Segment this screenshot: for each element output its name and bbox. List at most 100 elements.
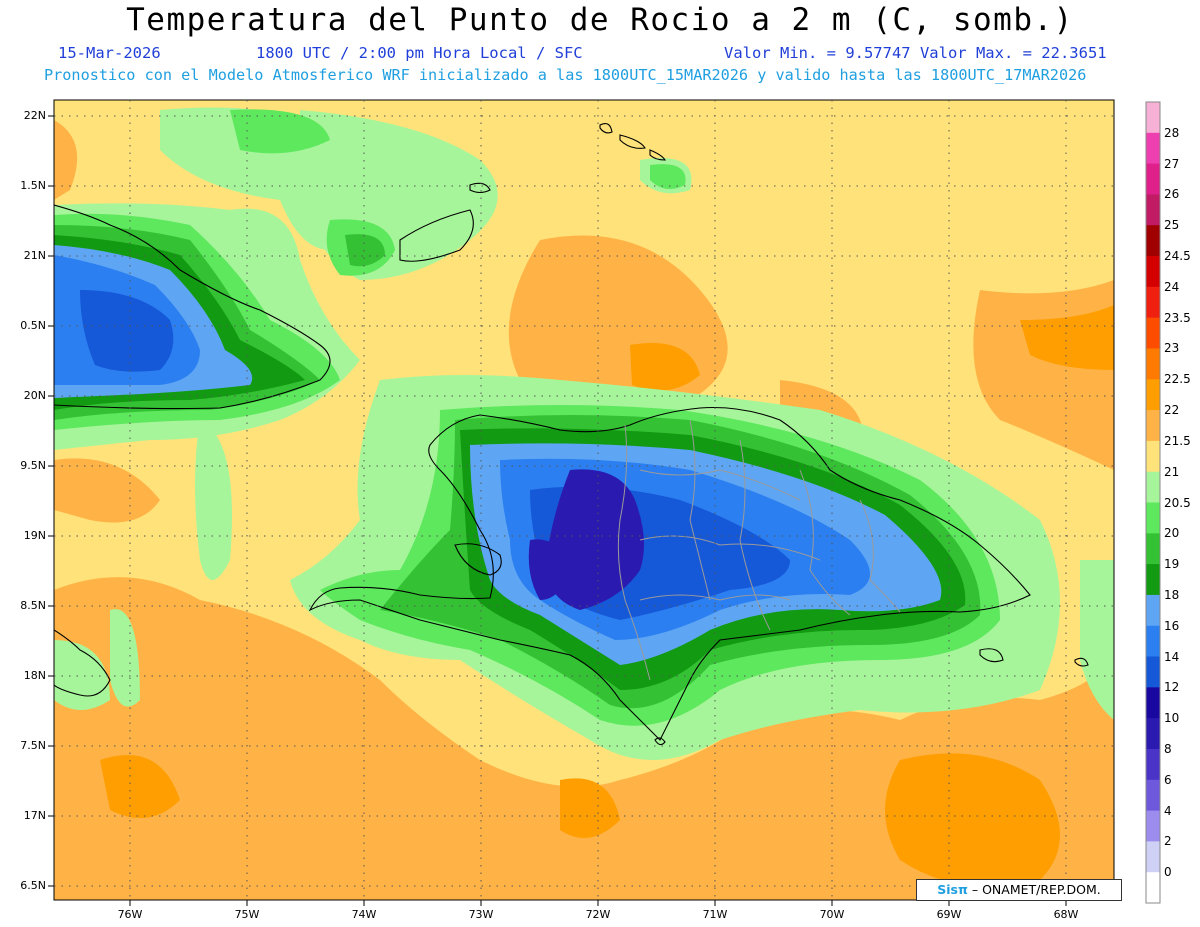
dark-orange-zones — [100, 305, 1114, 887]
lat-label: 6.5N — [20, 879, 46, 892]
legend-swatch — [1146, 625, 1160, 658]
legend-value: 14 — [1164, 649, 1180, 664]
lon-label: 73W — [468, 908, 494, 921]
orange-zone-4 — [54, 458, 160, 523]
dark-orange-zone-4 — [100, 755, 180, 818]
legend-swatch — [1146, 410, 1160, 442]
lat-label: 9.5N — [20, 459, 46, 472]
legend-value: 4 — [1164, 803, 1172, 818]
legend-swatch — [1146, 748, 1160, 781]
legend-value: 25 — [1164, 218, 1180, 233]
legend-swatch — [1146, 256, 1160, 288]
light-green-zone-4 — [195, 420, 232, 580]
legend-value: 27 — [1164, 156, 1180, 171]
legend-swatch — [1146, 533, 1160, 565]
lon-label: 68W — [1053, 908, 1079, 921]
legend-swatch — [1146, 471, 1160, 503]
lat-label: 8.5N — [20, 599, 46, 612]
legend-frame — [1145, 101, 1161, 904]
lat-label: 0.5N — [20, 319, 46, 332]
legend-swatch — [1146, 779, 1160, 812]
legend-value: 6 — [1164, 772, 1172, 787]
dark-orange-zone-2 — [885, 753, 1060, 887]
legend-value: 26 — [1164, 187, 1180, 202]
legend-value: 10 — [1164, 711, 1180, 726]
navy-zone-0 — [545, 469, 644, 610]
legend-value: 22.5 — [1164, 372, 1191, 387]
legend-swatch — [1146, 872, 1160, 904]
legend-swatch — [1146, 163, 1160, 195]
legend-swatch — [1146, 194, 1160, 226]
forecast-note: Pronostico con el Modelo Atmosferico WRF… — [44, 66, 1087, 84]
legend-swatch — [1146, 379, 1160, 411]
legend-swatch — [1146, 810, 1160, 842]
legend-value: 20.5 — [1164, 495, 1191, 510]
lon-label: 69W — [936, 908, 962, 921]
light-green-zone-6 — [1080, 560, 1114, 720]
lon-label: 75W — [234, 908, 260, 921]
mid-green-zone-1 — [345, 234, 385, 267]
legend-value: 23.5 — [1164, 310, 1191, 325]
lat-label: 1.5N — [20, 179, 46, 192]
time-info: 1800 UTC / 2:00 pm Hora Local / SFC — [256, 44, 583, 62]
legend-swatch — [1146, 502, 1160, 534]
light-green-zone-7 — [110, 609, 140, 707]
date-label: 15-Mar-2026 — [58, 44, 161, 62]
legend-swatch — [1146, 132, 1160, 165]
legend-value: 21.5 — [1164, 433, 1191, 448]
legend-swatch — [1146, 286, 1160, 319]
dewpoint-field — [54, 100, 1114, 900]
legend-value: 28 — [1164, 125, 1180, 140]
navy-zone-1 — [528, 539, 570, 600]
province-borders — [617, 419, 901, 681]
orange-zone-5 — [54, 577, 1114, 900]
sispi-logo: Sisπ — [937, 882, 968, 897]
legend-value: 2 — [1164, 834, 1172, 849]
orange-zone-0 — [54, 120, 78, 200]
credit-text: – ONAMET/REP.DOM. — [971, 882, 1101, 897]
lon-label: 72W — [585, 908, 611, 921]
dark-orange-zone-3 — [560, 778, 620, 838]
axis-ticks — [48, 115, 1067, 906]
legend-swatch — [1146, 656, 1160, 688]
min-max-values: Valor Min. = 9.57747 Valor Max. = 22.365… — [724, 44, 1107, 62]
color-legend — [1145, 101, 1161, 904]
map-title: Temperatura del Punto de Rocio a 2 m (C,… — [126, 2, 1074, 38]
legend-value: 0 — [1164, 865, 1172, 880]
legend-swatch — [1146, 687, 1160, 719]
legend-value: 16 — [1164, 618, 1180, 633]
lon-label: 71W — [702, 908, 728, 921]
legend-value: 18 — [1164, 587, 1180, 602]
legend-value: 12 — [1164, 680, 1180, 695]
legend-swatch — [1146, 225, 1160, 257]
legend-swatch — [1146, 718, 1160, 750]
lat-label: 22N — [23, 109, 46, 122]
light-green-zone-8 — [54, 640, 110, 710]
navy-zones — [528, 469, 644, 610]
legend-value: 8 — [1164, 741, 1172, 756]
map-frame — [53, 99, 1115, 901]
green-zone-5 — [650, 164, 686, 189]
legend-value: 22 — [1164, 403, 1180, 418]
legend-swatch — [1146, 440, 1160, 473]
lat-label: 18N — [23, 669, 46, 682]
legend-swatch — [1146, 317, 1160, 349]
dark-orange-zone-1 — [1020, 305, 1114, 370]
lat-label: 19N — [23, 529, 46, 542]
legend-value: 24.5 — [1164, 249, 1191, 264]
legend-swatch — [1146, 348, 1160, 380]
lat-label: 7.5N — [20, 739, 46, 752]
dark-orange-zone-0 — [630, 343, 700, 391]
lon-label: 74W — [351, 908, 377, 921]
coastlines — [54, 123, 1089, 746]
green-zone-1 — [230, 109, 330, 154]
lat-label: 20N — [23, 389, 46, 402]
legend-value: 24 — [1164, 279, 1180, 294]
legend-swatch — [1146, 564, 1160, 596]
legend-value: 20 — [1164, 526, 1180, 541]
lat-label: 21N — [23, 249, 46, 262]
legend-swatch — [1146, 594, 1160, 627]
lon-label: 70W — [819, 908, 845, 921]
legend-value: 19 — [1164, 557, 1180, 572]
